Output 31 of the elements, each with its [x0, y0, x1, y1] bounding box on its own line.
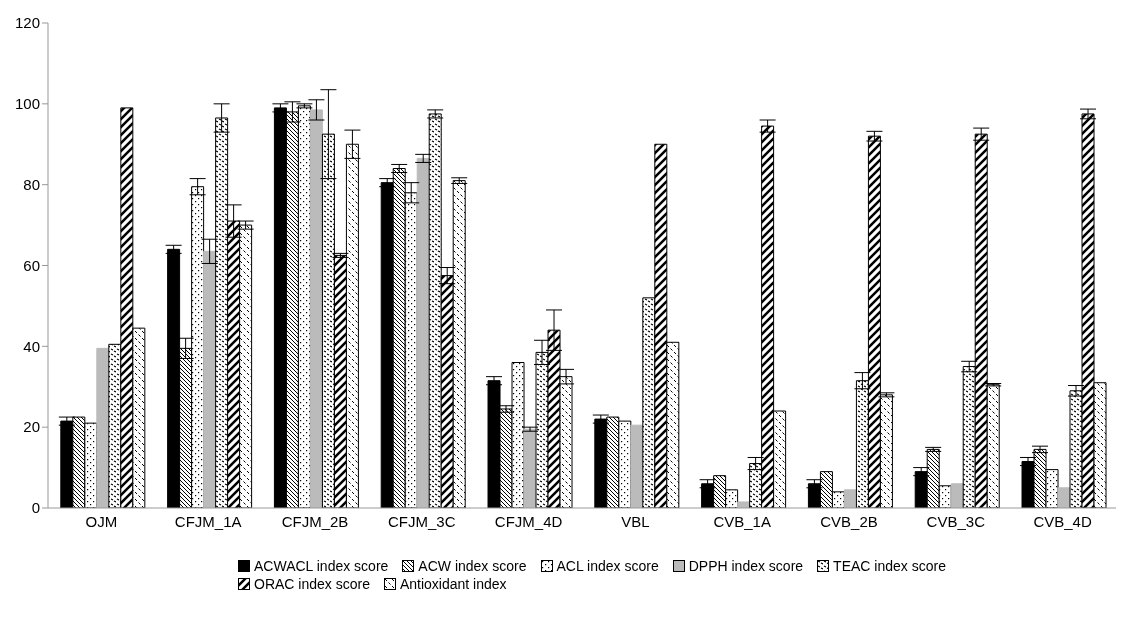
- bar: [416, 157, 430, 508]
- y-tick-label: 60: [23, 256, 40, 274]
- legend-label: TEAC index score: [833, 558, 946, 574]
- y-tick-label: 120: [14, 14, 40, 32]
- y-tick-label: 80: [23, 175, 40, 193]
- bar: [630, 424, 644, 508]
- x-tick-label: CVB_2B: [820, 512, 878, 530]
- x-tick-label: CVB_3C: [926, 512, 986, 530]
- x-tick-label: CFJM_3C: [388, 512, 456, 530]
- x-tick-label: CVB_1A: [713, 512, 771, 530]
- y-tick-label: 100: [14, 95, 40, 113]
- legend-label: ACW index score: [418, 558, 527, 574]
- bar: [309, 109, 323, 508]
- y-tick-label: 20: [23, 418, 40, 436]
- legend-label: Antioxidant index: [399, 576, 507, 592]
- x-tick-label: CFJM_1A: [174, 512, 242, 530]
- y-tick-label: 40: [23, 337, 40, 355]
- x-tick-label: CVB_4D: [1033, 512, 1092, 530]
- y-tick-label: 0: [31, 499, 40, 517]
- x-tick-label: CFJM_2B: [281, 512, 349, 530]
- legend-label: ACL index score: [556, 558, 659, 574]
- legend-label: ACWACL index score: [254, 558, 389, 574]
- legend-label: DPPH index score: [688, 558, 804, 574]
- x-tick-label: VBL: [621, 512, 650, 530]
- bar: [203, 250, 217, 508]
- bar: [950, 483, 964, 508]
- x-tick-label: OJM: [85, 512, 118, 530]
- x-tick-label: CFJM_4D: [494, 512, 563, 530]
- bar: [96, 347, 110, 508]
- bar: [1057, 487, 1071, 508]
- legend-label: ORAC index score: [254, 576, 370, 592]
